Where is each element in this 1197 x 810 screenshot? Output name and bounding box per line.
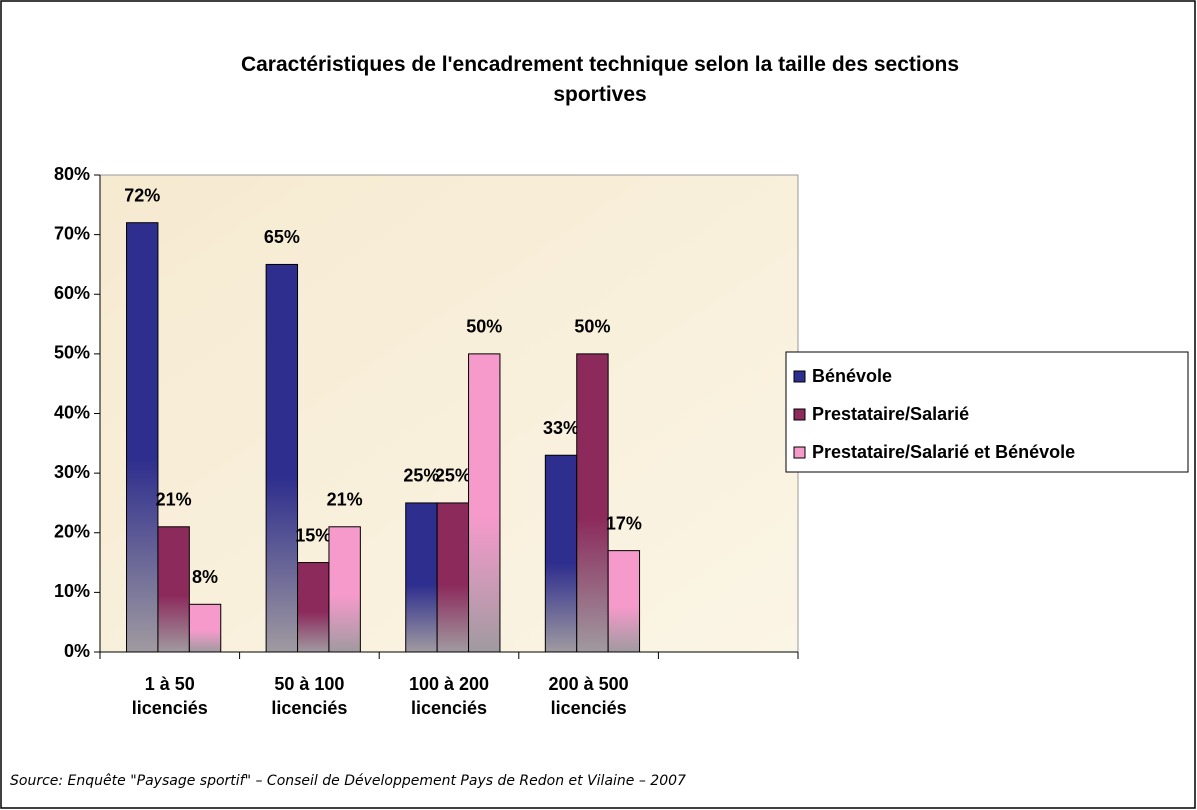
bar [607,550,641,653]
legend-swatch [793,446,806,459]
bar [405,502,438,653]
data-label: 25% [435,466,471,486]
data-label: 15% [295,525,331,545]
legend-swatch [793,370,806,383]
y-tick-label: 40% [54,402,90,422]
y-tick-label: 0% [64,641,90,661]
x-tick-label: 1 à 50 licenciés [131,674,208,718]
data-label: 25% [403,466,439,486]
y-tick-label: 30% [54,462,90,482]
y-tick-label: 10% [54,581,90,601]
legend-label: Prestataire/Salarié et Bénévole [812,442,1075,462]
bar [297,562,330,653]
y-tick-label: 60% [54,283,90,303]
legend-swatch [793,408,806,421]
bar [188,603,222,653]
y-tick-label: 70% [54,223,90,243]
data-label: 50% [466,317,502,337]
data-label: 8% [192,567,218,587]
x-tick-label: 50 à 100 licenciés [271,674,348,718]
data-label: 33% [543,418,579,438]
legend [785,351,1189,473]
bar [544,454,578,653]
bar [126,222,159,653]
legend-label: Prestataire/Salarié [812,404,969,424]
data-label: 65% [264,227,300,247]
y-tick-label: 50% [54,343,90,363]
legend-label: Bénévole [812,366,892,386]
y-tick-label: 80% [54,164,90,184]
data-label: 21% [327,490,363,510]
x-tick-label: 100 à 200 licenciés [408,674,490,718]
data-label: 21% [156,490,192,510]
data-label: 17% [606,513,642,533]
bar [436,502,470,653]
source: Source: Enquête "Paysage sportif" – Cons… [10,773,686,789]
bar [468,353,501,653]
y-tick-label: 20% [54,522,90,542]
data-label: 72% [124,185,160,205]
x-tick-label: 200 à 500 licenciés [548,674,629,718]
bar [576,353,609,653]
bar [265,263,299,653]
bar [157,526,190,653]
data-label: 50% [574,317,610,337]
bar [328,526,361,653]
chart-title: Caractéristiques de l'encadrement techni… [240,53,960,106]
